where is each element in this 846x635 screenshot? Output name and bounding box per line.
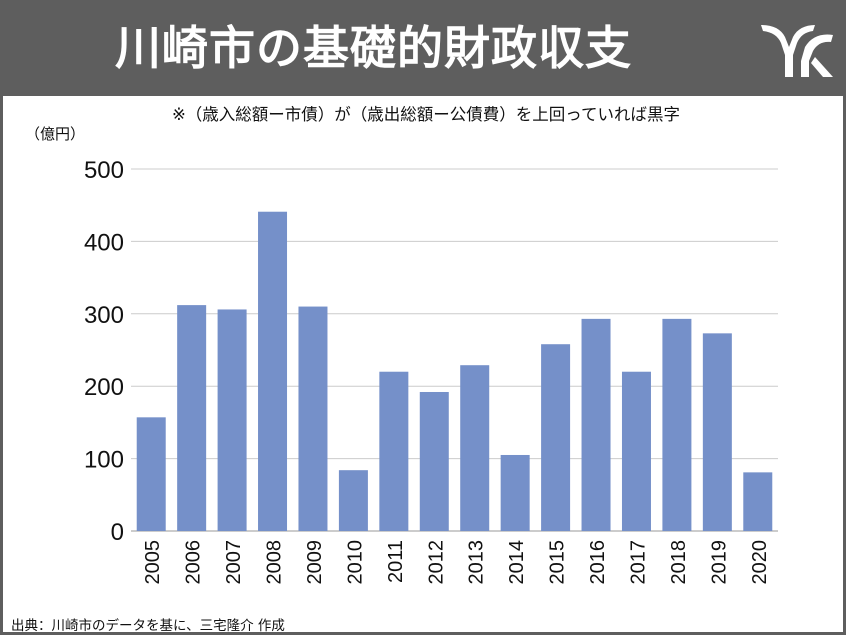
bar [177,305,207,531]
bar [702,333,732,531]
header-bar: 川崎市の基礎的財政収支 [3,3,846,96]
y-axis-label: （億円） [25,125,85,143]
bar [217,309,247,531]
bar [743,472,773,531]
bar [662,318,692,531]
y-tick-label: 500 [84,157,124,184]
bar [460,365,490,531]
x-tick-label: 2016 [587,540,609,585]
bar [379,371,409,531]
x-tick-label: 2007 [223,540,245,585]
page-title: 川崎市の基礎的財政収支 [115,21,632,75]
kawasaki-city-emblem-icon [761,25,833,77]
x-tick-label: 2006 [183,540,205,585]
bar [136,417,166,531]
y-tick-label: 300 [84,302,124,329]
y-tick-label: 400 [84,229,124,256]
bar [419,391,449,531]
chart-note: ※（歳入総額ー市債）が（歳出総額ー公債費）を上回っていれば黒字 [171,105,680,124]
y-tick-label: 100 [84,447,124,474]
bar-chart: 0 100 200 300 400 500 （億円） 2005 2006 2007 2008 2009… [25,125,778,585]
x-tick-label: 2005 [142,540,164,585]
x-tick-label: 2013 [466,540,488,585]
x-tick-label: 2010 [344,540,366,585]
bar [500,454,530,531]
x-tick-label: 2020 [749,540,771,585]
y-tick-label: 200 [84,374,124,401]
x-tick-label: 2011 [385,540,407,583]
x-tick-label: 2019 [708,540,730,585]
bar [338,470,368,531]
bar [621,371,651,531]
x-tick-label: 2015 [547,540,569,585]
bar [298,306,328,531]
source-credit: 出典：川崎市のデータを基に、三宅隆介 作成 [11,618,285,634]
x-tick-label: 2008 [264,540,286,585]
bar [541,344,571,531]
x-tick-label: 2012 [425,540,447,585]
x-tick-label: 2014 [506,540,528,585]
x-tick-label: 2009 [304,540,326,585]
x-tick-label: 2017 [627,540,649,585]
bar [258,211,288,531]
x-tick-label: 2018 [668,540,690,585]
y-tick-label: 0 [111,519,124,546]
bar [581,318,611,531]
